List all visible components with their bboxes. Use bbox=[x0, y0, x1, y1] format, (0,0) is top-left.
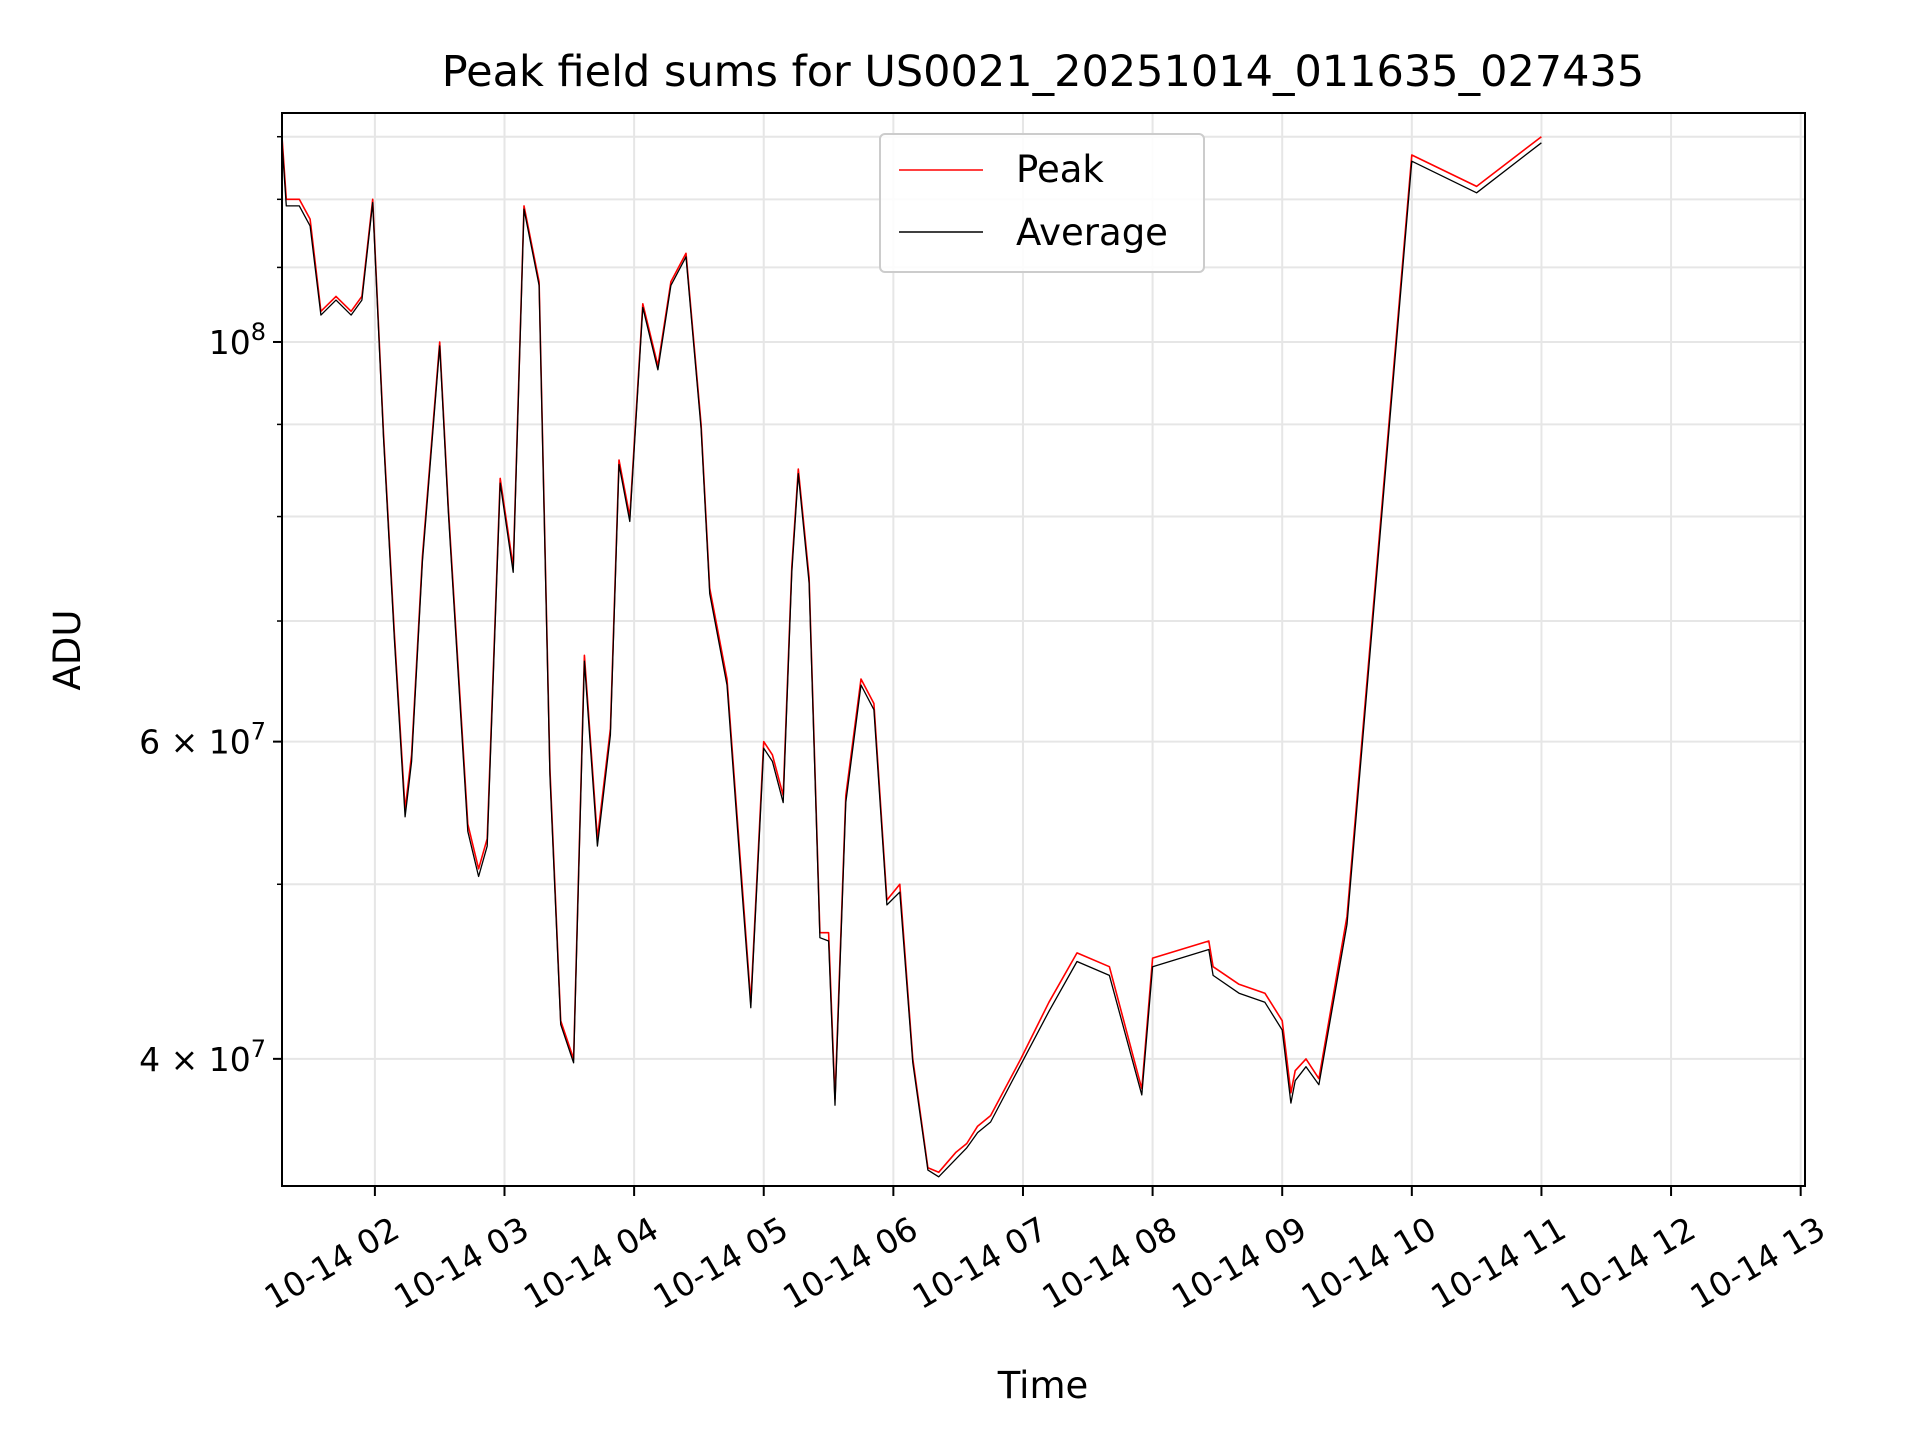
legend-label-peak: Peak bbox=[1016, 148, 1104, 191]
grid bbox=[282, 113, 1805, 1186]
chart-title: Peak field sums for US0021_20251014_0116… bbox=[442, 47, 1645, 97]
y-tick-base: 10 bbox=[209, 723, 251, 762]
y-tick-label: 4 × 107 bbox=[139, 1035, 266, 1079]
y-tick-mantissa: 4 × bbox=[139, 1040, 209, 1079]
y-tick-base: 10 bbox=[209, 323, 251, 362]
y-tick-label: 108 bbox=[209, 318, 266, 362]
y-tick-exponent: 7 bbox=[251, 718, 266, 746]
legend-label-average: Average bbox=[1016, 211, 1168, 254]
y-tick-base: 10 bbox=[209, 1040, 251, 1079]
y-tick-exponent: 8 bbox=[251, 318, 266, 346]
legend: Peak Average bbox=[879, 133, 1205, 273]
y-tick-label: 6 × 107 bbox=[139, 718, 266, 762]
x-axis-label: Time bbox=[997, 1364, 1089, 1407]
plot-series bbox=[282, 136, 1542, 1178]
series-line-average bbox=[282, 142, 1542, 1178]
y-tick-mantissa: 6 × bbox=[139, 723, 209, 762]
y-axis-label: ADU bbox=[46, 610, 89, 691]
plot-frame bbox=[281, 112, 1806, 1187]
y-tick-exponent: 7 bbox=[251, 1035, 266, 1063]
legend-box bbox=[879, 133, 1205, 273]
